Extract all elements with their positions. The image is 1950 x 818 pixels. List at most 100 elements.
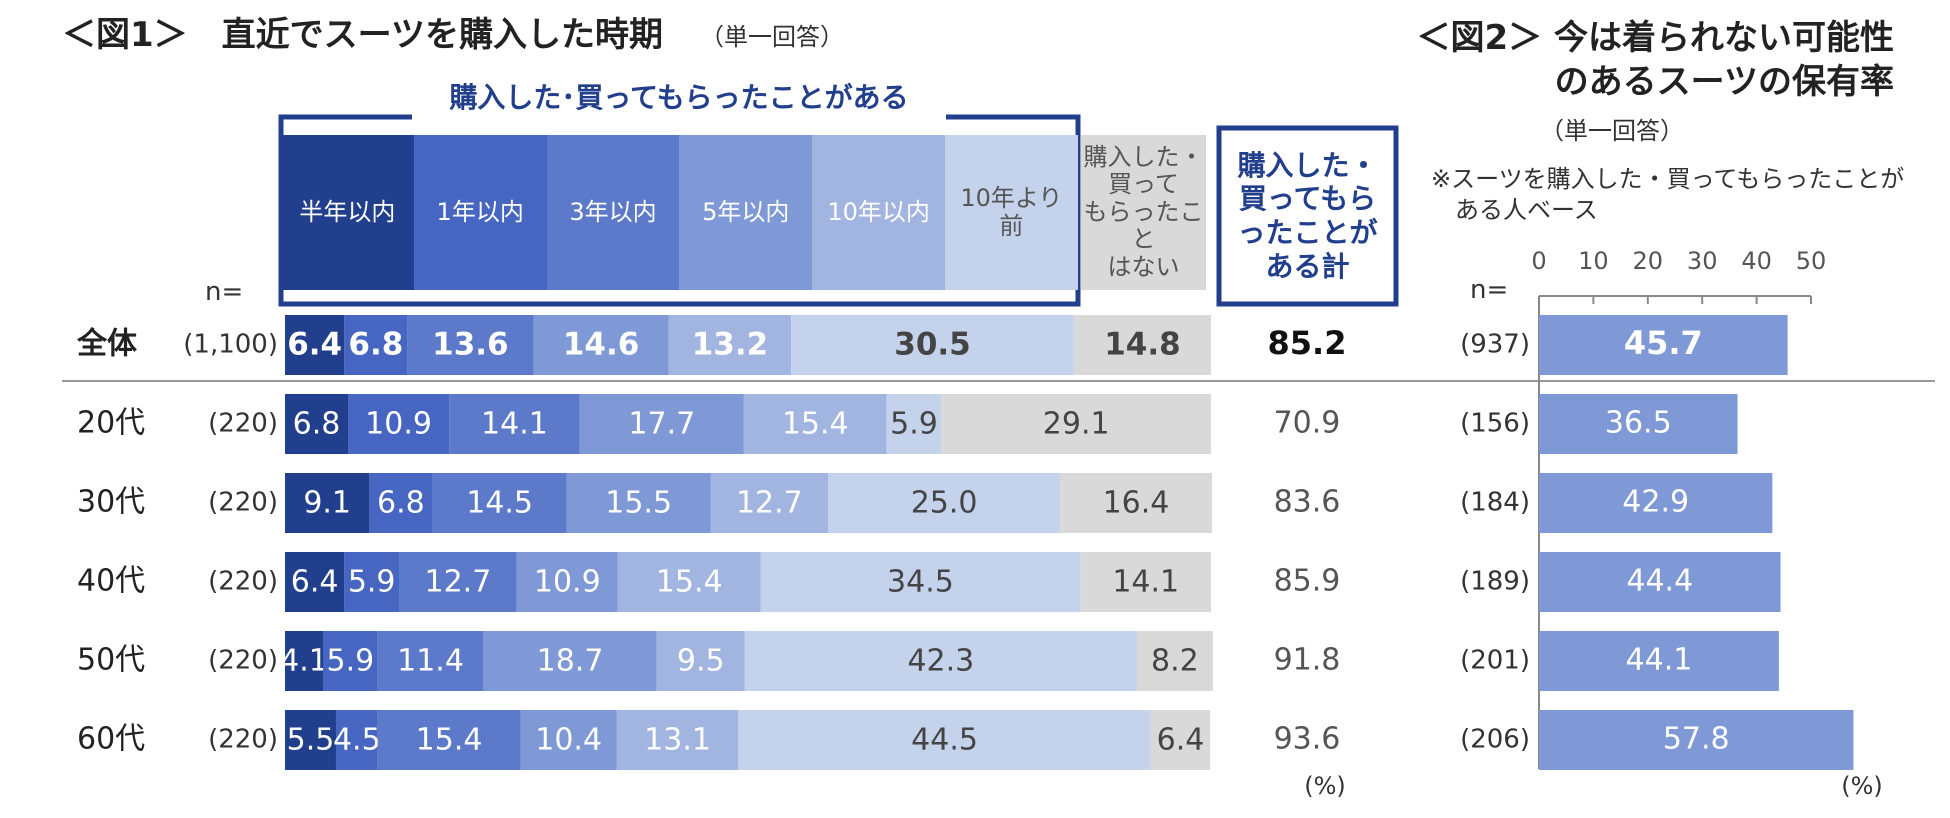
bar-segment — [285, 552, 345, 612]
n-value: (184) — [1460, 488, 1530, 518]
n-value: (220) — [208, 409, 278, 439]
value-label: 42.3 — [907, 644, 974, 679]
value-label: 13.1 — [644, 723, 711, 758]
bar-segment — [710, 473, 829, 533]
bar-segment — [285, 473, 370, 533]
x-tick-label: 10 — [1578, 247, 1609, 275]
group-label: 購入した･買ってもらったことがある — [449, 81, 909, 114]
bar — [1539, 631, 1779, 691]
value-label: 15.4 — [656, 565, 723, 600]
total-frame — [1216, 125, 1399, 307]
bar-segment — [377, 631, 484, 691]
n-value: (206) — [1460, 725, 1530, 755]
bar — [1539, 394, 1738, 454]
bar-segment — [285, 315, 345, 375]
bar-segment — [828, 473, 1060, 533]
legend-header: 10年以内 — [812, 135, 945, 290]
total-value: 85.2 — [1268, 324, 1347, 362]
value-label: 44.1 — [1626, 643, 1693, 678]
value-label: 10.9 — [365, 407, 432, 442]
bar-segment — [616, 710, 739, 770]
bar-segment — [617, 552, 761, 612]
value-label: 8.2 — [1151, 644, 1199, 679]
x-tick-label: 30 — [1687, 247, 1718, 275]
value-label: 10.4 — [535, 723, 602, 758]
bar-segment — [566, 473, 711, 533]
value-label: 45.7 — [1624, 324, 1703, 362]
value-label: 5.9 — [890, 407, 938, 442]
value-label: 57.8 — [1663, 722, 1730, 757]
n-label: n= — [1470, 275, 1509, 305]
bar-segment — [1080, 552, 1212, 612]
bar-segment — [1059, 473, 1212, 533]
bar-segment — [738, 710, 1151, 770]
value-label: 5.9 — [348, 565, 396, 600]
n-value: (220) — [208, 646, 278, 676]
bar — [1539, 552, 1781, 612]
value-label: 6.8 — [377, 486, 425, 521]
total-value: 83.6 — [1274, 485, 1341, 520]
n-value: (201) — [1460, 646, 1530, 676]
bar-segment — [1073, 315, 1212, 375]
group-frame — [278, 114, 1081, 307]
value-label: 14.8 — [1104, 327, 1181, 363]
value-label: 5.9 — [326, 644, 374, 679]
value-label: 18.7 — [537, 644, 604, 679]
value-label: 6.4 — [1157, 723, 1205, 758]
unit-label: (%) — [1304, 772, 1346, 800]
bar-segment — [348, 394, 450, 454]
total-value: 70.9 — [1274, 406, 1341, 441]
value-label: 16.4 — [1103, 486, 1170, 521]
legend-header: 購入した・ 買って もらったこと はない — [1081, 135, 1206, 290]
unit-label: (%) — [1841, 772, 1883, 800]
bar-segment — [744, 631, 1137, 691]
value-label: 15.5 — [605, 486, 672, 521]
value-label: 44.4 — [1626, 564, 1693, 599]
category-label: 30代 — [77, 485, 145, 520]
category-label: 40代 — [77, 564, 145, 599]
bar-segment — [668, 315, 792, 375]
value-label: 42.9 — [1622, 485, 1689, 520]
bar-segment — [743, 394, 887, 454]
bar-segment — [886, 394, 942, 454]
chart-title: ＜図1＞ 直近でスーツを購入した時期 — [62, 15, 663, 55]
value-label: 14.6 — [563, 327, 640, 363]
n-value: (189) — [1460, 567, 1530, 597]
value-label: 14.5 — [466, 486, 533, 521]
bar-segment — [377, 710, 521, 770]
bar-segment — [285, 631, 324, 691]
bar-segment — [516, 552, 618, 612]
value-label: 10.9 — [534, 565, 601, 600]
value-label: 14.1 — [481, 407, 548, 442]
value-label: 6.4 — [287, 327, 342, 363]
total-value: 85.9 — [1274, 564, 1341, 599]
bar-segment — [533, 315, 669, 375]
value-label: 30.5 — [894, 327, 971, 363]
bar-segment — [323, 631, 378, 691]
value-label: 12.7 — [736, 486, 803, 521]
value-label: 5.5 — [287, 723, 335, 758]
bar-segment — [449, 394, 580, 454]
chart-title: ＜図2＞ 今は着られない可能性 のあるスーツの保有率 — [1416, 18, 1895, 103]
value-label: 17.7 — [628, 407, 695, 442]
legend-header: 3年以内 — [546, 135, 680, 290]
category-label: 50代 — [77, 643, 145, 678]
value-label: 6.8 — [293, 407, 341, 442]
chart-subtitle: （単一回答） — [1540, 117, 1684, 145]
bar — [1539, 315, 1788, 375]
bar — [1539, 473, 1773, 533]
bar-segment — [432, 473, 567, 533]
n-value: (156) — [1460, 409, 1530, 439]
value-label: 9.1 — [303, 486, 351, 521]
n-label: n= — [205, 277, 244, 307]
bar-segment — [520, 710, 617, 770]
n-value: (220) — [208, 488, 278, 518]
category-label: 60代 — [77, 722, 145, 757]
bar-segment — [335, 710, 378, 770]
value-label: 29.1 — [1043, 407, 1110, 442]
n-value: (220) — [208, 567, 278, 597]
x-tick-label: 40 — [1741, 247, 1772, 275]
n-value: (1,100) — [183, 330, 278, 360]
value-label: 12.7 — [424, 565, 491, 600]
